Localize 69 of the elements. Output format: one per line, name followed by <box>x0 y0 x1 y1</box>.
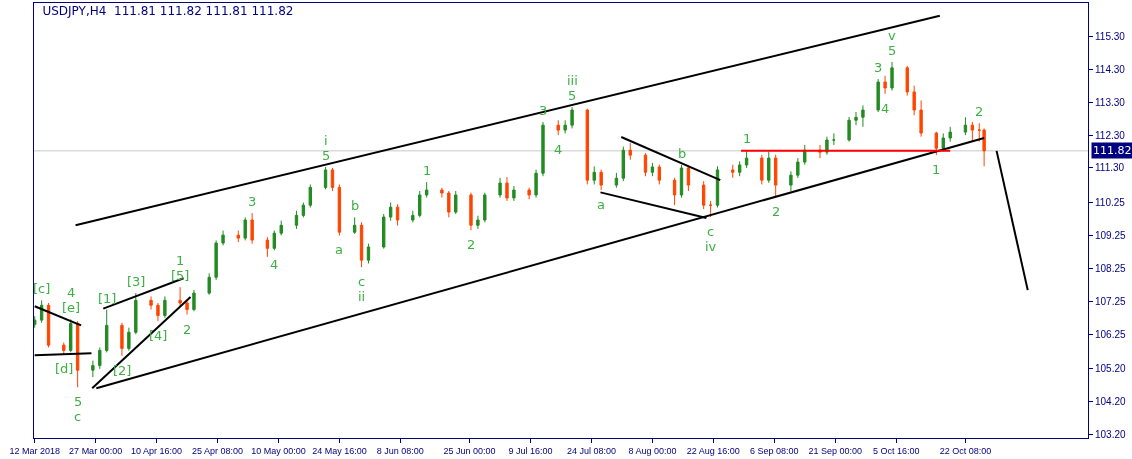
annotation: 1 <box>176 253 185 268</box>
annotation: v <box>888 28 896 43</box>
annotation: a <box>335 242 343 257</box>
ref-line-label: 111.82 <box>1093 144 1132 157</box>
y-tick-label: 111.30 <box>1095 162 1125 174</box>
annotation: 5 <box>568 88 577 103</box>
annotation: 4 <box>270 257 279 272</box>
x-tick-label: 10 May 00:00 <box>251 445 306 456</box>
annotation: [2] <box>113 363 132 378</box>
y-tick-label: 108.25 <box>1095 262 1127 274</box>
annotation: 5 <box>74 394 83 409</box>
x-tick-label: 8 Aug 00:00 <box>628 445 677 456</box>
annotation: c <box>707 224 715 239</box>
x-tick-label: 12 Mar 2018 <box>9 445 60 456</box>
y-tick-label: 107.25 <box>1095 295 1127 307</box>
x-tick-label: 9 Jul 16:00 <box>508 445 553 456</box>
annotation: c <box>74 409 82 424</box>
y-tick-label: 104.20 <box>1095 396 1127 408</box>
annotation: [e] <box>62 300 81 315</box>
annotation: b <box>678 146 687 161</box>
annotation: 1 <box>932 162 941 177</box>
annotation: c <box>358 274 366 289</box>
y-tick-label: 112.30 <box>1095 129 1126 141</box>
x-tick-label: 8 Jun 08:00 <box>376 445 424 456</box>
annotation: [4] <box>149 328 168 343</box>
annotation: [1] <box>98 291 117 306</box>
annotation: 2 <box>772 204 781 219</box>
annotation: [c] <box>33 281 51 296</box>
annotation: 4 <box>881 101 890 116</box>
annotation: 1 <box>743 131 752 146</box>
x-tick-label: 21 Sep 00:00 <box>808 445 863 456</box>
x-tick-label: 5 Oct 16:00 <box>872 445 920 456</box>
x-tick-label: 25 Jun 00:00 <box>443 445 496 456</box>
annotation: b <box>351 198 360 213</box>
x-tick-label: 22 Aug 16:00 <box>686 445 740 456</box>
annotation: i <box>324 133 328 148</box>
annotation: 3 <box>874 60 883 75</box>
annotation: 5 <box>322 148 331 163</box>
annotation: 4 <box>554 142 563 157</box>
x-tick-label: 6 Sep 08:00 <box>750 445 799 456</box>
annotation: 3 <box>248 194 257 209</box>
y-tick-label: 105.20 <box>1095 363 1127 375</box>
y-tick-label: 110.25 <box>1095 197 1126 209</box>
annotation: iv <box>705 239 717 254</box>
annotation: 5 <box>888 43 897 58</box>
x-tick-label: 24 May 16:00 <box>312 445 367 456</box>
y-tick-label: 103.20 <box>1095 429 1127 441</box>
y-tick-label: 114.30 <box>1095 63 1126 75</box>
x-tick-label: 10 Apr 16:00 <box>131 445 183 456</box>
annotation: [5] <box>171 268 190 283</box>
annotation: ii <box>358 289 366 304</box>
y-tick-label: 109.25 <box>1095 229 1127 241</box>
x-tick-label: 24 Jul 08:00 <box>566 445 616 456</box>
annotation: iii <box>567 73 578 88</box>
annotation: 2 <box>975 104 984 119</box>
annotation: [3] <box>127 274 146 289</box>
annotation: 2 <box>467 237 476 252</box>
chart-title: USDJPY,H4 111.81 111.82 111.81 111.82 <box>42 4 294 19</box>
x-tick-label: 27 Mar 00:00 <box>69 445 123 456</box>
x-tick-label: 25 Apr 08:00 <box>192 445 244 456</box>
annotation: [d] <box>55 361 74 376</box>
annotation: a <box>597 197 605 212</box>
annotation: 2 <box>183 322 192 337</box>
y-tick-label: 115.30 <box>1095 30 1126 42</box>
annotation: 1 <box>423 163 432 178</box>
annotation: 4 <box>67 285 76 300</box>
y-tick-label: 106.25 <box>1095 328 1127 340</box>
y-tick-label: 113.30 <box>1095 96 1126 108</box>
x-tick-label: 22 Oct 08:00 <box>939 445 992 456</box>
